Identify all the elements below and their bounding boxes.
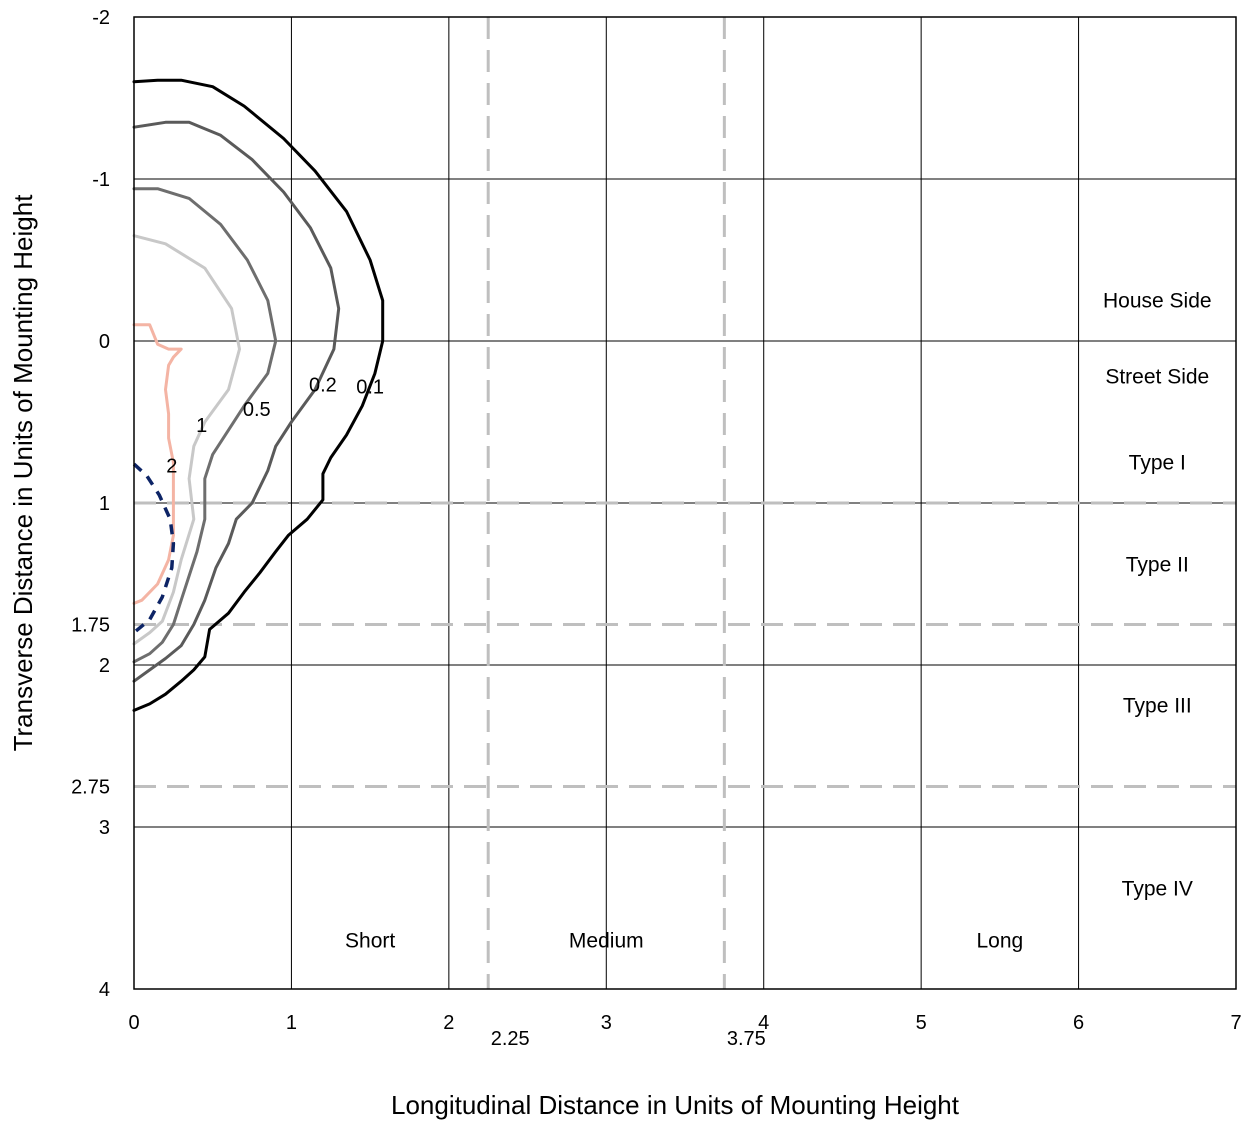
contour-label: 2 xyxy=(166,456,177,478)
x-tick-label: 3 xyxy=(601,1012,612,1034)
y-tick-label: 4 xyxy=(99,979,110,1001)
x-tick-label-extra: 3.75 xyxy=(727,1028,766,1050)
region-label: Long xyxy=(976,929,1023,952)
y-tick-label: -2 xyxy=(92,7,110,29)
y-tick-label-extra: 1.75 xyxy=(71,615,110,637)
reference-lines xyxy=(134,17,1236,989)
series-line-1 xyxy=(132,234,241,646)
x-axis-title: Longitudinal Distance in Units of Mounti… xyxy=(391,1090,960,1120)
contour-series xyxy=(132,78,385,712)
x-tick-label: 1 xyxy=(286,1012,297,1034)
x-tick-label-extra: 2.25 xyxy=(491,1028,530,1050)
y-tick-label-extra: 2.75 xyxy=(71,777,110,799)
contour-labels: 0.1 0.2 0.5 12 xyxy=(166,375,384,478)
region-label: Short xyxy=(345,929,395,952)
y-tick-label: 0 xyxy=(99,331,110,353)
series-line-dashed xyxy=(132,462,176,634)
contour-label: 0.2 xyxy=(309,375,337,397)
x-tick-label: 2 xyxy=(443,1012,454,1034)
x-tick-label: 6 xyxy=(1073,1012,1084,1034)
series-line-0-1 xyxy=(132,78,385,712)
series-line-0-2 xyxy=(132,120,341,683)
series-line-0-5 xyxy=(132,187,278,664)
region-label: Type IV xyxy=(1122,878,1193,901)
x-tick-label: 0 xyxy=(128,1012,139,1034)
region-label: House Side xyxy=(1103,290,1212,313)
series-line-2 xyxy=(132,323,183,605)
y-axis-title: Transverse Distance in Units of Mounting… xyxy=(8,194,38,752)
contour-label: 0.5 xyxy=(243,399,271,421)
region-labels: House Side Street Side Type I Type II Type I… xyxy=(345,290,1212,953)
region-label: Type I xyxy=(1129,452,1186,475)
y-tick-label: 1 xyxy=(99,493,110,515)
contour-label: 1 xyxy=(196,415,207,437)
x-tick-label: 7 xyxy=(1230,1012,1241,1034)
x-tick-label: 4 xyxy=(758,1012,769,1034)
y-tick-label: -1 xyxy=(92,169,110,191)
region-label: Type II xyxy=(1126,554,1189,577)
region-label: Type III xyxy=(1123,695,1192,718)
y-tick-label: 3 xyxy=(99,817,110,839)
region-label: Street Side xyxy=(1105,366,1209,389)
x-tick-label: 5 xyxy=(916,1012,927,1034)
y-tick-label: 2 xyxy=(99,655,110,677)
region-label: Medium xyxy=(569,929,644,952)
plot-area-border xyxy=(133,16,1237,990)
contour-label: 0.1 xyxy=(356,376,384,398)
